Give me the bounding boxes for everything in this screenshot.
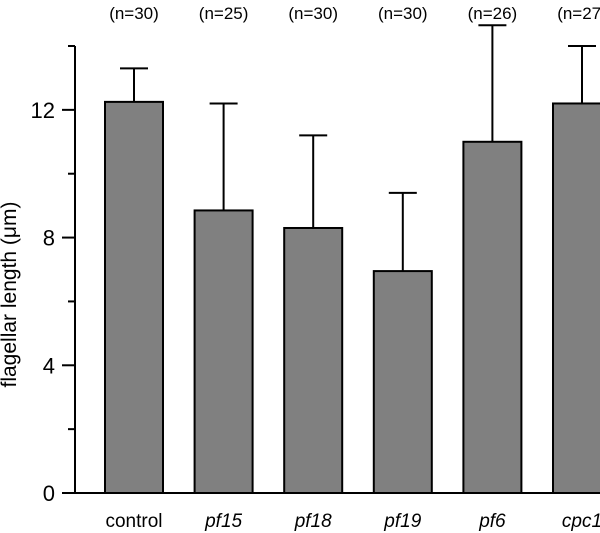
category-label-pf19: pf19: [383, 511, 421, 532]
bar-cpc1: [552, 102, 600, 494]
category-label-pf15: pf15: [204, 511, 242, 532]
sample-size-label-control: (n=30): [109, 4, 159, 23]
category-label-pf6: pf6: [478, 511, 506, 532]
y-tick-label: 0: [43, 481, 55, 506]
sample-size-label-pf19: (n=30): [378, 4, 428, 23]
y-tick-label: 8: [43, 226, 55, 251]
y-tick-label: 12: [31, 98, 55, 123]
sample-size-label-cpc1: (n=27): [557, 4, 600, 23]
sample-size-label-pf18: (n=30): [288, 4, 338, 23]
bar-pf18: [283, 226, 344, 494]
bars-group: [104, 24, 600, 495]
sample-size-label-pf15: (n=25): [199, 4, 249, 23]
labels-group: control (n=30) pf15 (n=25) pf18 (n=30) pf19 (n=…: [105, 4, 600, 532]
bar-pf19: [372, 270, 433, 494]
category-label-control: control: [105, 511, 162, 532]
bar-pf15: [193, 209, 254, 495]
category-label-pf18: pf18: [294, 511, 332, 532]
bar-control: [104, 100, 164, 494]
y-tick-label: 4: [43, 353, 55, 378]
category-label-cpc1: cpc1: [562, 511, 600, 532]
y-axis-title: flagellar length (μm): [0, 201, 21, 387]
sample-size-label-pf6: (n=26): [468, 4, 518, 23]
bar-pf6: [462, 140, 523, 495]
